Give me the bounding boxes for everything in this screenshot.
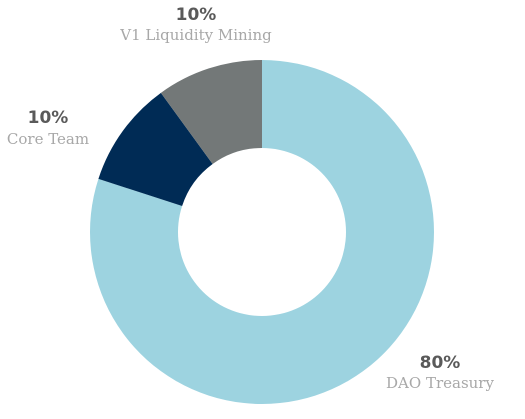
slice-category-label-dao-treasury: DAO Treasury: [386, 374, 494, 392]
slice-category-label-v1-liquidity-mining: V1 Liquidity Mining: [119, 26, 272, 44]
donut-slice-v1-liquidity-mining: [160, 60, 262, 165]
slice-value-label-v1-liquidity-mining: 10%: [176, 5, 217, 25]
slice-value-label-core-team: 10%: [28, 108, 69, 128]
donut-slice-dao-treasury: [90, 60, 434, 404]
donut-slices: [90, 60, 434, 404]
slice-category-label-core-team: Core Team: [7, 130, 89, 148]
slice-value-label-dao-treasury: 80%: [420, 353, 461, 373]
donut-slice-core-team: [98, 92, 213, 207]
